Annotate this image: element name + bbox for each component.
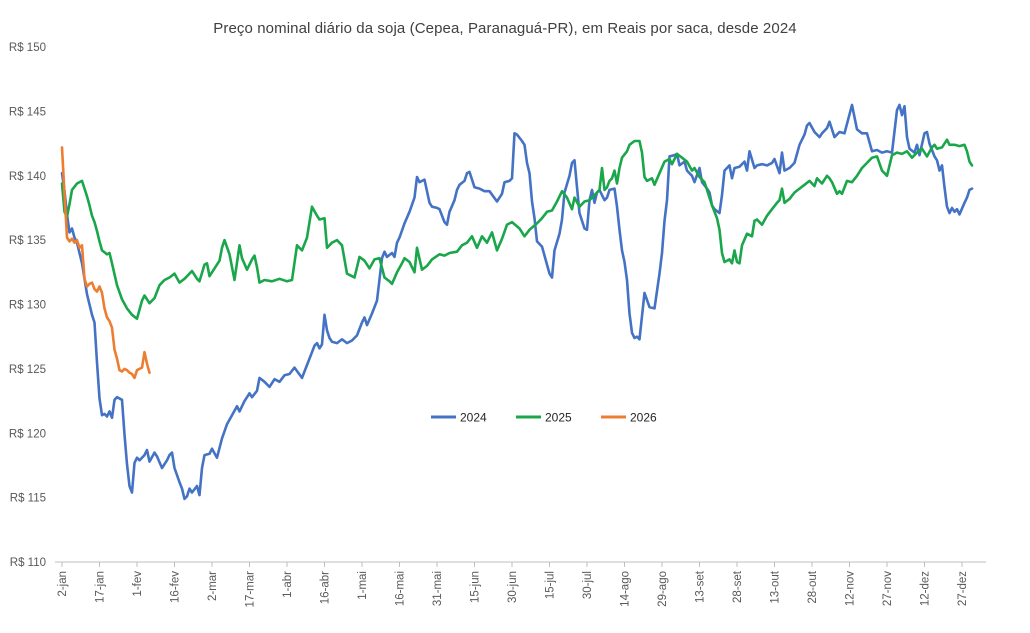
- y-axis-label: R$ 145: [9, 106, 46, 118]
- x-axis-label: 30-jul: [582, 571, 594, 599]
- x-axis-label: 12-nov: [845, 571, 857, 606]
- series-line-2025: [60, 138, 974, 321]
- y-axis-label: R$ 135: [9, 235, 46, 247]
- x-axis-label: 12-dez: [920, 571, 932, 606]
- y-axis-label: R$ 120: [9, 428, 46, 440]
- series-line-2024: [60, 103, 974, 501]
- x-axis-label: 2-mar: [207, 571, 219, 601]
- y-axis-label: R$ 150: [9, 42, 46, 54]
- y-axis-label: R$ 125: [9, 364, 46, 376]
- legend-label-2026: 2026: [630, 411, 657, 425]
- x-axis-label: 28-out: [807, 570, 819, 603]
- x-axis-label: 17-mar: [245, 571, 257, 608]
- x-axis-label: 31-mai: [432, 571, 444, 606]
- x-axis-label: 13-set: [695, 570, 707, 603]
- chart-title: Preço nominal diário da soja (Cepea, Par…: [213, 20, 797, 37]
- legend-label-2025: 2025: [545, 411, 572, 425]
- y-axis-label: R$ 115: [10, 493, 46, 505]
- x-axis-label: 2-jan: [57, 571, 69, 597]
- x-axis-label: 14-ago: [620, 571, 632, 607]
- y-axis-label: R$ 110: [10, 557, 46, 569]
- x-axis-label: 29-ago: [657, 571, 669, 607]
- x-axis-label: 30-jun: [507, 571, 519, 603]
- x-axis-label: 1-abr: [282, 571, 294, 598]
- x-axis-label: 16-abr: [320, 571, 332, 604]
- x-axis-label: 1-mai: [357, 571, 369, 600]
- x-axis-label: 27-nov: [882, 571, 894, 606]
- legend-label-2024: 2024: [460, 411, 487, 425]
- x-axis-label: 16-fev: [170, 571, 182, 603]
- x-axis-label: 15-jul: [545, 571, 557, 599]
- y-axis-label: R$ 130: [9, 300, 46, 312]
- x-axis-label: 1-fev: [132, 571, 144, 597]
- y-axis-label: R$ 140: [9, 171, 46, 183]
- x-axis-label: 17-jan: [95, 571, 107, 603]
- x-axis-label: 16-mai: [395, 571, 407, 606]
- x-axis-label: 15-jun: [470, 571, 482, 603]
- x-axis-label: 28-set: [732, 570, 744, 603]
- x-axis-label: 27-dez: [957, 571, 969, 606]
- x-axis-label: 13-out: [770, 570, 782, 603]
- series-line-2026: [60, 146, 151, 380]
